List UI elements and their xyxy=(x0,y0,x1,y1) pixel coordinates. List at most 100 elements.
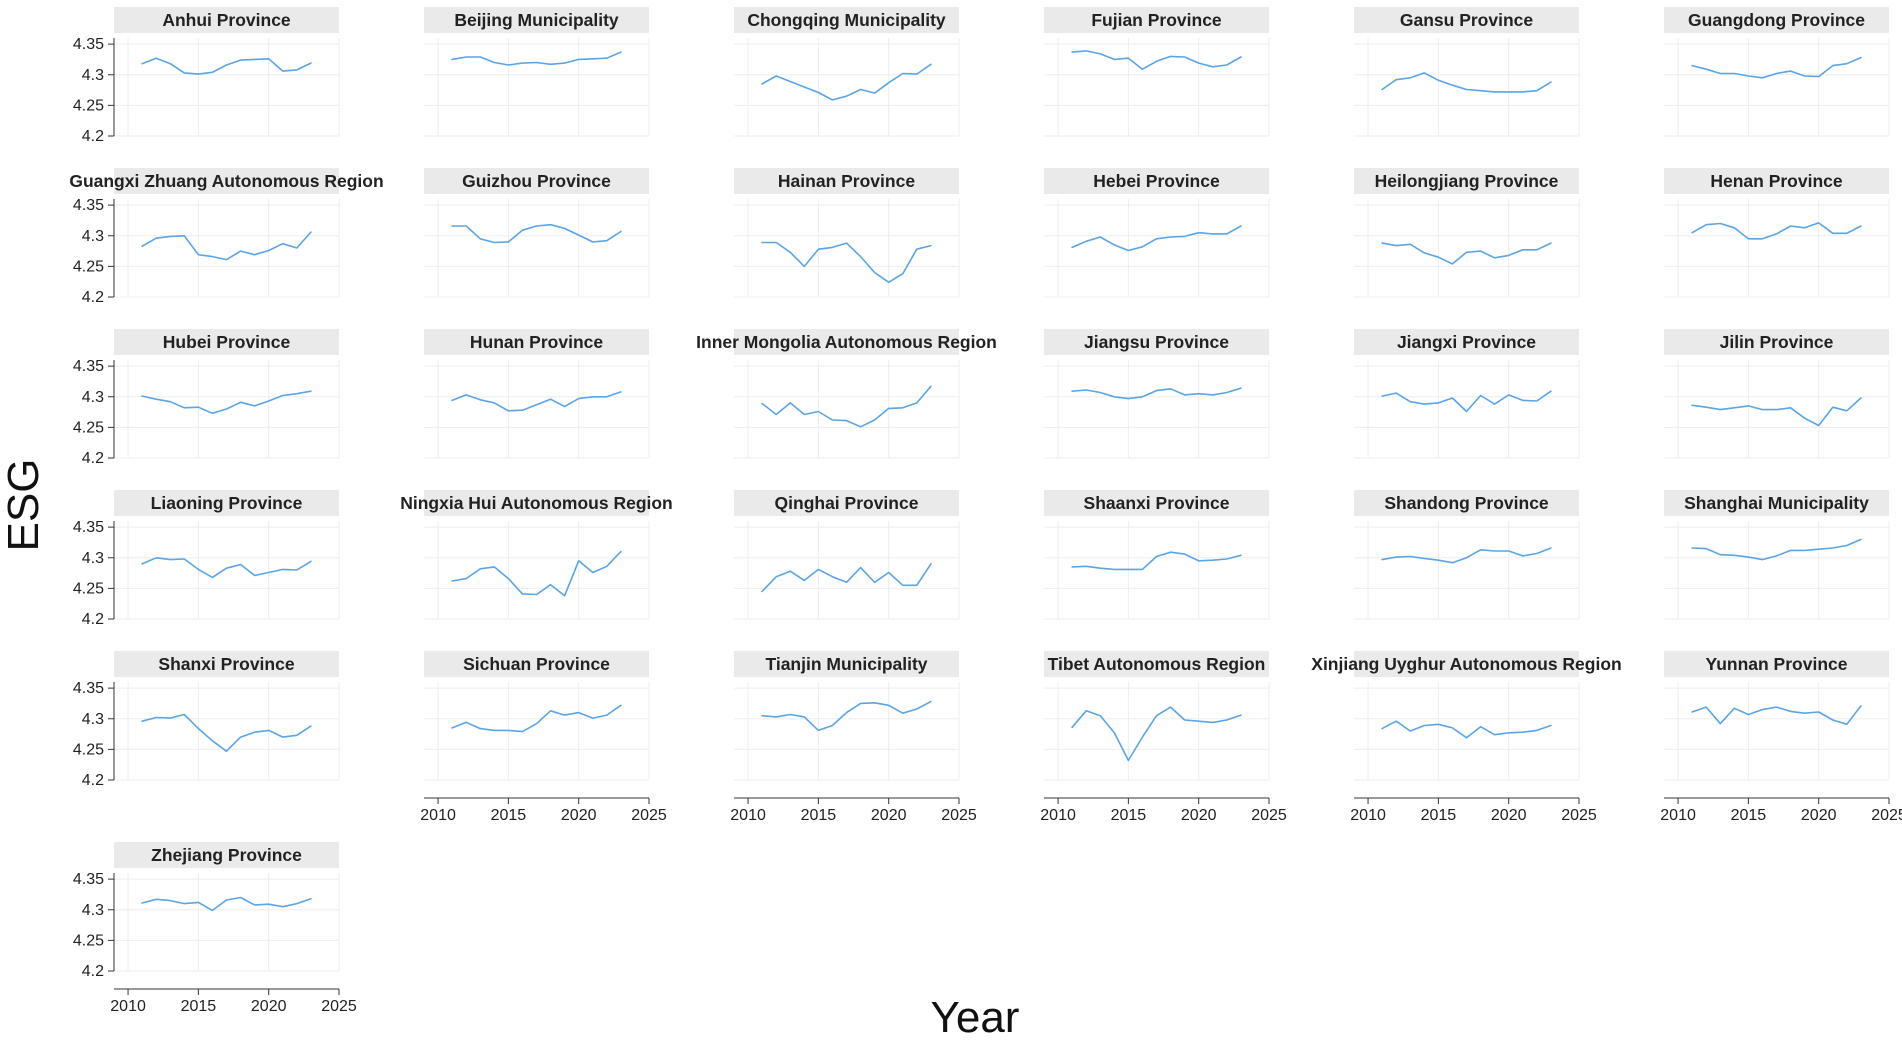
panel-title-strip xyxy=(1664,490,1889,516)
panel-title: Tianjin Municipality xyxy=(765,654,927,674)
x-tick-label: 2010 xyxy=(1350,807,1386,824)
panel-title-strip xyxy=(114,651,339,677)
panel-title-strip xyxy=(114,490,339,516)
x-tick-label: 2020 xyxy=(871,807,907,824)
panel-title-strip xyxy=(424,7,649,33)
y-tick-label: 4.2 xyxy=(82,963,104,980)
panel-title: Hainan Province xyxy=(778,171,915,191)
series-line xyxy=(141,713,312,753)
panel: Guangdong Province xyxy=(1664,7,1890,137)
panel-title-strip xyxy=(1354,490,1579,516)
y-tick-label: 4.3 xyxy=(82,389,104,406)
series-line xyxy=(1381,390,1552,413)
series-line xyxy=(451,51,622,66)
panel-title-strip xyxy=(1664,168,1889,194)
panel-title-strip xyxy=(424,651,649,677)
panel-title: Sichuan Province xyxy=(463,654,610,674)
series-line xyxy=(141,556,312,579)
panel-title-strip xyxy=(114,168,339,194)
panel-title: Tibet Autonomous Region xyxy=(1048,654,1266,674)
x-tick-label: 2010 xyxy=(1040,807,1076,824)
panel-title-strip xyxy=(1354,651,1579,677)
panel: Gansu Province xyxy=(1354,7,1580,137)
panel-title-strip xyxy=(734,651,959,677)
x-tick-label: 2025 xyxy=(1871,807,1902,824)
panel-title-strip xyxy=(734,168,959,194)
panel-title: Qinghai Province xyxy=(775,493,919,513)
y-tick-label: 4.25 xyxy=(73,258,104,275)
series-line xyxy=(1071,225,1242,252)
x-tick-label: 2015 xyxy=(181,998,217,1015)
y-tick-label: 4.35 xyxy=(73,36,104,53)
y-tick-label: 4.2 xyxy=(82,128,104,145)
panel-title: Xinjiang Uyghur Autonomous Region xyxy=(1311,654,1621,674)
panel-title-strip xyxy=(734,329,959,355)
series-line xyxy=(1381,72,1552,93)
series-line xyxy=(1071,551,1242,571)
panel-title-strip xyxy=(1354,329,1579,355)
y-tick-label: 4.3 xyxy=(82,228,104,245)
x-tick-label: 2020 xyxy=(1181,807,1217,824)
y-tick-label: 4.35 xyxy=(73,871,104,888)
panel: Henan Province xyxy=(1664,168,1890,298)
x-tick-label: 2020 xyxy=(561,807,597,824)
y-tick-label: 4.25 xyxy=(73,741,104,758)
panel-title: Guangxi Zhuang Autonomous Region xyxy=(69,171,383,191)
panel-title: Fujian Province xyxy=(1091,10,1222,30)
panel-title-strip xyxy=(424,329,649,355)
panel-title: Liaoning Province xyxy=(151,493,303,513)
y-tick-label: 4.35 xyxy=(73,358,104,375)
panel-title-strip xyxy=(114,7,339,33)
panel: Heilongjiang Province xyxy=(1354,168,1580,298)
y-tick-label: 4.3 xyxy=(82,711,104,728)
panel-title: Hubei Province xyxy=(163,332,291,352)
x-tick-label: 2025 xyxy=(941,807,977,824)
x-tick-label: 2025 xyxy=(1561,807,1597,824)
panel-title: Jiangxi Province xyxy=(1397,332,1536,352)
panel: Zhejiang Province 4.2 4.25 4.3 4.35 2010 2015 2… xyxy=(73,842,357,1015)
panel: Jiangsu Province xyxy=(1044,329,1270,459)
panel: Hainan Province xyxy=(734,168,960,298)
series-line xyxy=(1381,547,1552,564)
series-line xyxy=(1071,706,1242,762)
y-tick-label: 4.3 xyxy=(82,67,104,84)
x-tick-label: 2015 xyxy=(1421,807,1457,824)
panel-title-strip xyxy=(1354,7,1579,33)
y-tick-label: 4.25 xyxy=(73,580,104,597)
panel-title-strip xyxy=(734,490,959,516)
series-line xyxy=(141,57,312,75)
panel: Ningxia Hui Autonomous Region xyxy=(400,490,673,620)
series-line xyxy=(761,63,932,101)
y-tick-label: 4.25 xyxy=(73,932,104,949)
panel: Tibet Autonomous Region 2010 2015 2020 2025 xyxy=(1040,651,1287,824)
panel-title: Ningxia Hui Autonomous Region xyxy=(400,493,673,513)
y-tick-label: 4.2 xyxy=(82,450,104,467)
panel: Xinjiang Uyghur Autonomous Region 2010 201… xyxy=(1311,651,1622,824)
series-line xyxy=(451,223,622,244)
panels-grid: Anhui Province 4.2 4.25 4.3 4.35 Beijing Muni… xyxy=(69,7,1902,1015)
x-axis-title: Year xyxy=(931,993,1020,1041)
panel: Hubei Province 4.2 4.25 4.3 4.35 xyxy=(73,329,340,467)
panel: Tianjin Municipality 2010 2015 2020 2025 xyxy=(730,651,977,824)
panel: Hebei Province xyxy=(1044,168,1270,298)
panel-title: Guizhou Province xyxy=(462,171,611,191)
y-tick-label: 4.2 xyxy=(82,289,104,306)
panel: Shandong Province xyxy=(1354,490,1580,620)
x-tick-label: 2015 xyxy=(1731,807,1767,824)
panel-title-strip xyxy=(1044,7,1269,33)
panel-title-strip xyxy=(1044,651,1269,677)
x-tick-label: 2010 xyxy=(1660,807,1696,824)
series-line xyxy=(1381,720,1552,739)
panel-title: Chongqing Municipality xyxy=(747,10,946,30)
y-tick-label: 4.35 xyxy=(73,680,104,697)
x-tick-label: 2025 xyxy=(631,807,667,824)
panel-title: Jiangsu Province xyxy=(1084,332,1229,352)
panel: Jiangxi Province xyxy=(1354,329,1580,459)
x-tick-label: 2025 xyxy=(321,998,357,1015)
panel-title: Heilongjiang Province xyxy=(1375,171,1559,191)
panel: Inner Mongolia Autonomous Region xyxy=(696,329,997,459)
series-line xyxy=(1691,56,1862,79)
panel-title: Shanghai Municipality xyxy=(1684,493,1869,513)
panel-title: Hebei Province xyxy=(1093,171,1220,191)
